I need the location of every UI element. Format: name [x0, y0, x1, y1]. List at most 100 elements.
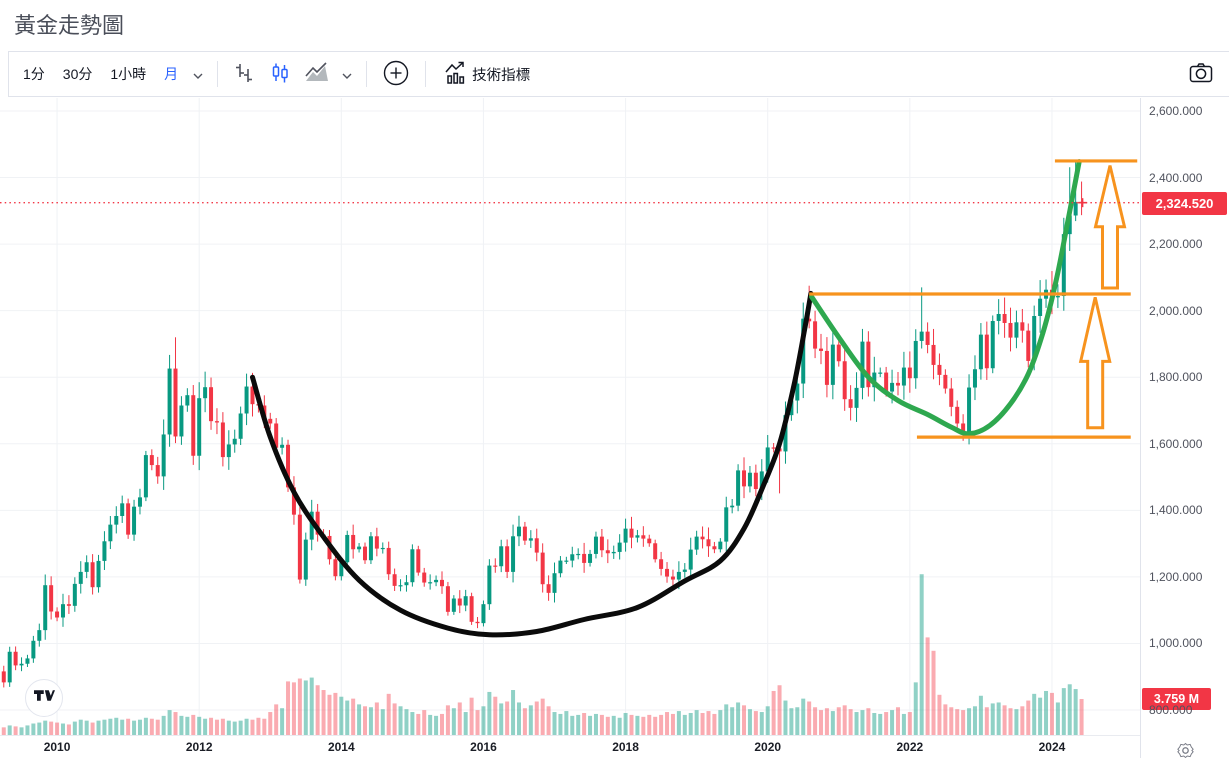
tradingview-logo[interactable] [25, 679, 63, 717]
chart-type-area-button[interactable] [299, 57, 335, 92]
price-tick-label: 1,800.000 [1149, 370, 1203, 385]
candle-body [819, 348, 824, 351]
volume-bar [333, 692, 338, 735]
candle-body [1073, 201, 1078, 216]
up-arrow-annotation[interactable] [1078, 297, 1112, 430]
year-label: 2022 [896, 740, 924, 754]
price-tick-label: 800.000 [1149, 703, 1193, 717]
volume-bar [226, 720, 231, 735]
candle-body [712, 546, 717, 550]
interval-button-1h[interactable]: 1小時 [102, 59, 154, 89]
candle-body [984, 334, 989, 369]
volume-bar [901, 713, 906, 735]
volume-bar [410, 712, 415, 735]
candle-body [978, 334, 983, 370]
candle-body [990, 320, 995, 369]
candle-body [487, 565, 492, 605]
candle-body [753, 472, 758, 490]
plus-circle-icon [381, 58, 411, 91]
chevron-down-icon [342, 66, 352, 82]
interval-button-month[interactable]: 月 [156, 59, 186, 89]
volume-bar [552, 712, 557, 735]
volume-bar [937, 694, 942, 735]
volume-bar [280, 708, 285, 735]
candle-body [351, 534, 356, 550]
candle-body [558, 560, 563, 574]
candle-body [78, 571, 83, 584]
volume-bar [469, 697, 474, 735]
indicators-button[interactable]: 技術指標 [435, 56, 538, 93]
interval-menu-button[interactable] [188, 62, 208, 86]
volume-bar [836, 707, 841, 735]
candle-body [783, 415, 788, 452]
candle-body [345, 534, 350, 563]
candle-body [96, 560, 101, 588]
chart-type-bars-button[interactable] [227, 57, 261, 92]
chart-type-menu-button[interactable] [337, 62, 357, 86]
volume-bar [617, 717, 622, 735]
volume-bar [588, 715, 593, 735]
volume-bar [884, 712, 889, 735]
candle-body [315, 511, 320, 535]
volume-bar [730, 707, 735, 735]
candle-body [972, 369, 977, 388]
volume-bar [1049, 692, 1054, 735]
cup-annotation-black[interactable] [249, 290, 814, 638]
interval-button-1m[interactable]: 1分 [15, 59, 53, 89]
candle-body [688, 549, 693, 570]
candle-body [676, 571, 681, 580]
price-axis[interactable]: 2,324.520 3.759 M 2,600.000 2,400.000 2,20… [1140, 98, 1229, 758]
time-axis[interactable]: 2010 2012 2014 2016 2018 2020 2022 2024 [0, 735, 1140, 758]
volume-bar [623, 712, 628, 735]
candle-body [931, 344, 936, 365]
candle-body [120, 503, 125, 516]
volume-bar [286, 681, 291, 735]
volume-bar [132, 720, 137, 735]
candle-body [824, 350, 829, 385]
candle-body [623, 528, 628, 543]
candle-body [274, 423, 279, 448]
up-arrow-annotation[interactable] [1093, 165, 1127, 290]
volume-bar [706, 711, 711, 735]
price-chart-canvas[interactable] [0, 98, 1140, 735]
candle-body [214, 421, 219, 423]
candle-body [670, 576, 675, 580]
candle-body [647, 538, 652, 544]
candle-body [842, 361, 847, 400]
candle-body [641, 535, 646, 539]
candle-body [659, 559, 664, 569]
volume-bar [961, 710, 966, 735]
volume-bar [949, 707, 954, 735]
candle-body [700, 536, 705, 540]
volume-bar [475, 710, 480, 735]
candle-body [149, 455, 154, 466]
chart-type-candles-button[interactable] [263, 57, 297, 92]
interval-button-30m[interactable]: 30分 [55, 59, 101, 89]
snapshot-camera-button[interactable] [1183, 56, 1219, 93]
candle-body [31, 640, 36, 659]
volume-bar [428, 714, 433, 735]
candle-body [404, 582, 409, 586]
chart-area[interactable]: 2010 2012 2014 2016 2018 2020 2022 2024 2,324.5… [0, 98, 1229, 758]
volume-bar [931, 650, 936, 735]
volume-bar [108, 718, 113, 735]
volume-bar [528, 705, 533, 735]
candle-body [469, 596, 474, 622]
candle-body [665, 568, 670, 577]
candle-body [179, 405, 184, 437]
compare-add-symbol-button[interactable] [376, 54, 416, 95]
volume-bar [72, 721, 77, 735]
volume-bar [670, 713, 675, 735]
volume-bar [824, 708, 829, 735]
axis-settings-button[interactable] [1177, 742, 1194, 758]
candle-body [706, 539, 711, 547]
volume-bar [487, 691, 492, 735]
candle-body [445, 586, 450, 612]
bars-chart-icon [232, 61, 256, 88]
volume-bar [143, 717, 148, 735]
cup-annotation-green[interactable] [809, 159, 1082, 437]
candle-body [1, 671, 6, 683]
volume-bar [499, 703, 504, 735]
volume-bar [765, 706, 770, 735]
candle-body [860, 341, 865, 388]
